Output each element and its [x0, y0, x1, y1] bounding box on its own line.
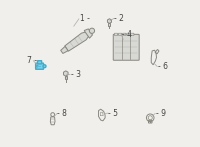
Polygon shape	[61, 46, 68, 54]
Text: - 8: - 8	[57, 109, 67, 118]
Circle shape	[89, 28, 95, 33]
Text: - 3: - 3	[71, 70, 81, 79]
Circle shape	[43, 65, 46, 68]
Polygon shape	[65, 32, 89, 51]
Text: - 9: - 9	[156, 109, 166, 118]
FancyBboxPatch shape	[131, 33, 134, 35]
Text: - 2: - 2	[114, 14, 124, 23]
Polygon shape	[64, 71, 68, 76]
FancyBboxPatch shape	[127, 33, 130, 35]
FancyBboxPatch shape	[108, 23, 110, 26]
Text: 1 -: 1 -	[80, 14, 89, 23]
FancyBboxPatch shape	[113, 34, 139, 60]
Polygon shape	[84, 29, 93, 38]
FancyBboxPatch shape	[65, 76, 67, 79]
Text: - 4: - 4	[122, 30, 132, 39]
Text: 7 -: 7 -	[27, 56, 37, 65]
Polygon shape	[107, 19, 111, 23]
Text: - 5: - 5	[108, 109, 118, 118]
FancyBboxPatch shape	[114, 33, 118, 35]
Text: - 6: - 6	[158, 62, 168, 71]
FancyBboxPatch shape	[36, 63, 44, 69]
FancyBboxPatch shape	[118, 33, 122, 35]
FancyBboxPatch shape	[38, 61, 42, 64]
FancyBboxPatch shape	[123, 33, 126, 35]
